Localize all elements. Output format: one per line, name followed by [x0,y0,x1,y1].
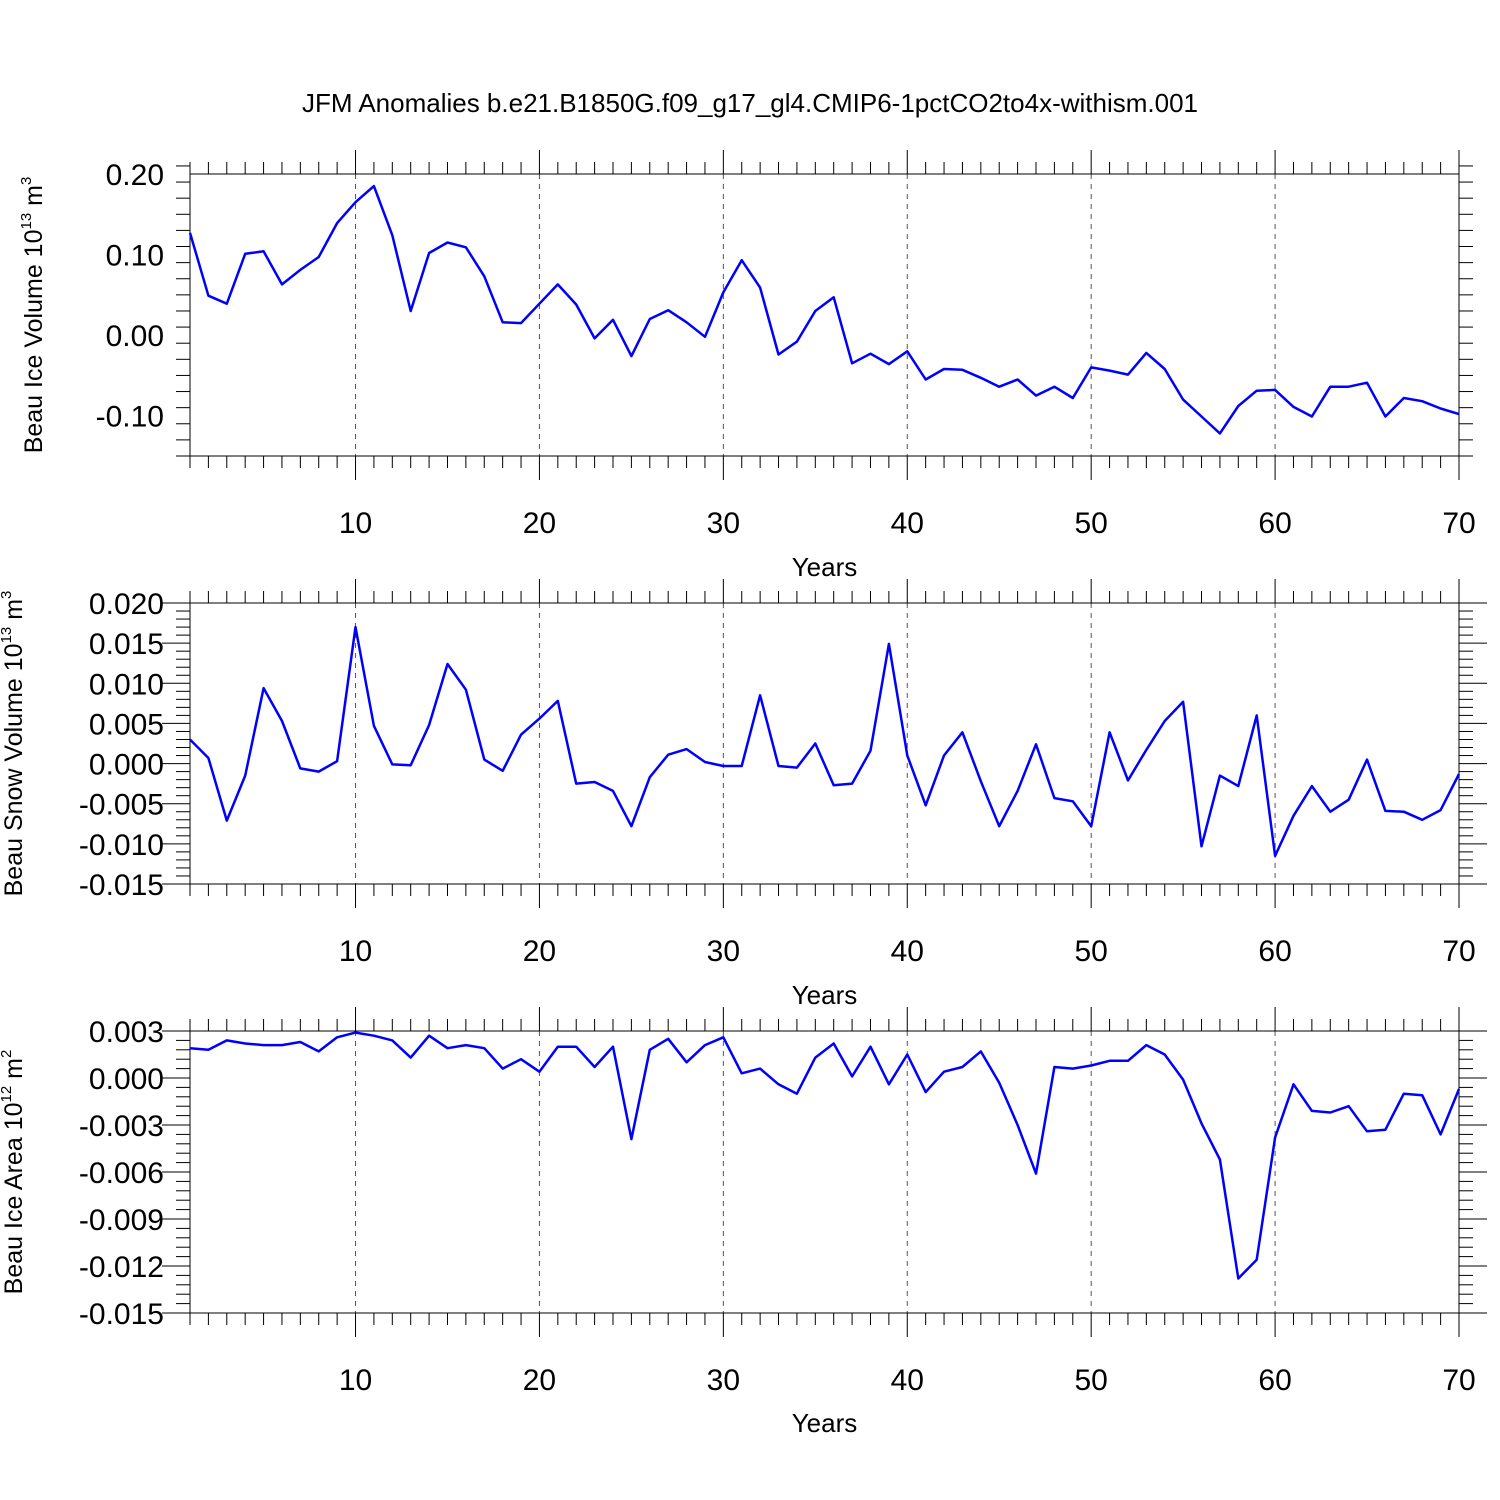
panels: 10 20 30 40 50 60 70 -0.10 0.00 0.10 0.20 Years Beau… [0,150,1487,1438]
y-tick-label: 0.020 [89,588,164,621]
x-tick-label: 50 [1074,507,1107,540]
x-axis-label: Years [792,980,858,1010]
x-tick-label: 20 [523,935,556,968]
y-tick-label: -0.003 [79,1110,164,1143]
x-tick-label: 40 [891,507,924,540]
y-tick-label: -0.015 [79,1298,164,1331]
y-tick-label: -0.10 [96,401,164,434]
chart-panel-3: 10 20 30 40 50 60 70 -0.015 -0.012 -0.009 -0.006 -0… [0,1007,1487,1438]
x-tick-label: 30 [707,507,740,540]
plot-frame [189,1030,1460,1314]
y-axis-label-exponent: 2 [0,1050,15,1058]
y-tick-label: 0.000 [89,749,164,782]
x-tick-label: 40 [891,935,924,968]
x-tick-label: 10 [339,935,372,968]
x-tick-label: 70 [1442,1364,1475,1397]
y-tick-label: 0.015 [89,628,164,661]
y-axis-label-exponent: 13 [18,213,35,230]
y-tick-label: -0.009 [79,1204,164,1237]
x-tick-label: 60 [1258,507,1291,540]
y-tick-label: 0.000 [89,1063,164,1096]
y-tick-label: 0.20 [106,159,164,192]
x-tick-label: 20 [523,507,556,540]
y-axis-label-exponent: 3 [0,591,15,599]
chart-panel-1: 10 20 30 40 50 60 70 -0.10 0.00 0.10 0.20 Years Beau… [18,150,1476,582]
y-axis-label-part: m [0,599,28,627]
y-axis-label: Beau Snow Volume 1013 m3 [0,591,28,897]
data-series-line [189,1031,1461,1280]
y-tick-label: 0.00 [106,320,164,353]
y-tick-label: 0.005 [89,708,164,741]
x-tick-label: 50 [1074,1364,1107,1397]
x-tick-label: 60 [1258,935,1291,968]
x-tick-label: 40 [891,1364,924,1397]
chart-panel-2: 10 20 30 40 50 60 70 -0.015 -0.010 -0.005 0.000 0.0… [0,579,1487,1010]
y-axis-label-part: Beau Snow Volume 10 [0,643,28,896]
y-axis-label: Beau Ice Volume 1013 m3 [18,177,48,454]
data-series-line [189,625,1461,858]
data-series-line [188,184,1460,435]
x-tick-label: 20 [523,1364,556,1397]
y-tick-label: 0.003 [89,1016,164,1049]
x-tick-label: 50 [1074,935,1107,968]
x-tick-label: 30 [707,1364,740,1397]
y-tick-label: -0.010 [79,829,164,862]
chart-title: JFM Anomalies b.e21.B1850G.f09_g17_gl4.C… [302,88,1198,118]
y-axis-label-exponent: 12 [0,1086,15,1103]
y-axis-label-part: m [0,1058,28,1086]
y-tick-label: -0.006 [79,1157,164,1190]
x-axis-label: Years [792,1408,858,1438]
x-tick-label: 10 [339,507,372,540]
y-axis-label: Beau Ice Area 1012 m2 [0,1050,28,1295]
y-axis-label-exponent: 3 [18,177,35,185]
y-axis-label-part: Beau Ice Volume 10 [20,230,48,454]
x-tick-label: 60 [1258,1364,1291,1397]
x-tick-label: 10 [339,1364,372,1397]
y-axis-label-part: Beau Ice Area 10 [0,1103,28,1295]
y-axis-label-part: m [20,185,48,213]
y-tick-label: 0.010 [89,668,164,701]
y-tick-label: -0.005 [79,789,164,822]
y-tick-label: 0.10 [106,240,164,273]
plot-frame [189,602,1460,885]
x-axis-label: Years [792,552,858,582]
x-tick-label: 30 [707,935,740,968]
plot-frame [189,173,1460,457]
x-tick-label: 70 [1442,935,1475,968]
y-axis-label-exponent: 13 [0,627,15,644]
y-tick-label: -0.012 [79,1251,164,1284]
x-tick-label: 70 [1442,507,1475,540]
y-tick-label: -0.015 [79,869,164,902]
